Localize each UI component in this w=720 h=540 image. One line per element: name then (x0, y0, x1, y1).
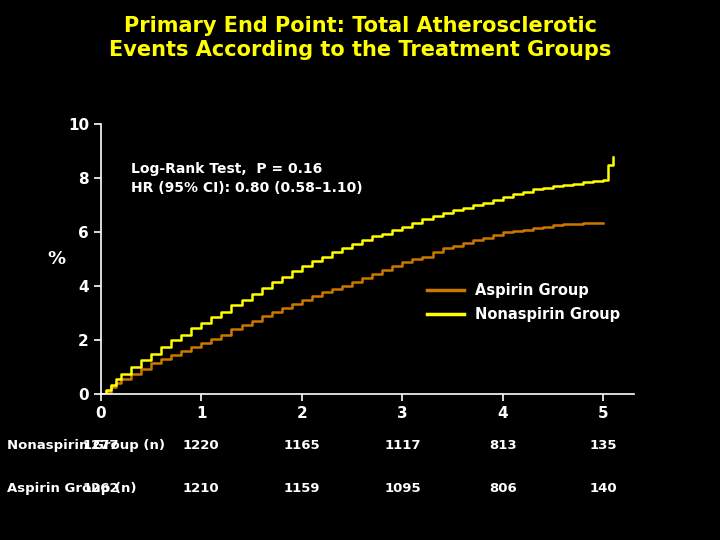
Legend: Aspirin Group, Nonaspirin Group: Aspirin Group, Nonaspirin Group (421, 277, 626, 327)
Text: 813: 813 (489, 439, 517, 452)
Text: 140: 140 (590, 482, 617, 495)
Text: 1117: 1117 (384, 439, 420, 452)
Text: Aspirin Group (n): Aspirin Group (n) (7, 482, 137, 495)
Text: Log-Rank Test,  P = 0.16
HR (95% CI): 0.80 (0.58–1.10): Log-Rank Test, P = 0.16 HR (95% CI): 0.8… (131, 162, 363, 195)
Text: 1277: 1277 (83, 439, 119, 452)
Text: 135: 135 (590, 439, 617, 452)
Text: 1220: 1220 (183, 439, 220, 452)
Y-axis label: %: % (48, 250, 66, 268)
Text: Years: Years (0, 539, 1, 540)
Text: Nonaspirin Group (n): Nonaspirin Group (n) (7, 439, 165, 452)
Text: 1095: 1095 (384, 482, 420, 495)
Text: 1165: 1165 (284, 439, 320, 452)
Text: 806: 806 (489, 482, 517, 495)
Text: Primary End Point: Total Atherosclerotic
Events According to the Treatment Group: Primary End Point: Total Atherosclerotic… (109, 16, 611, 60)
Text: 1210: 1210 (183, 482, 220, 495)
Text: 1262: 1262 (83, 482, 119, 495)
Text: 1159: 1159 (284, 482, 320, 495)
